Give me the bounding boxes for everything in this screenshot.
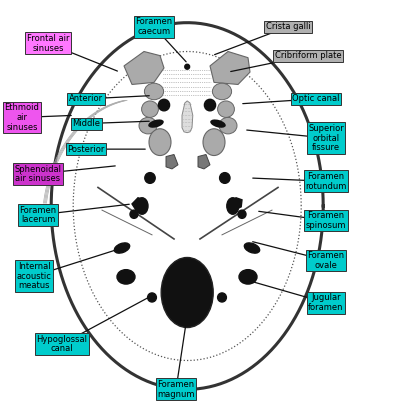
Ellipse shape: [218, 101, 234, 117]
Polygon shape: [124, 52, 164, 84]
Ellipse shape: [244, 243, 260, 253]
Text: Frontal air
sinuses: Frontal air sinuses: [27, 34, 69, 53]
Polygon shape: [230, 198, 242, 210]
Circle shape: [218, 293, 226, 302]
Text: Middle: Middle: [72, 119, 100, 128]
Text: Cribriform plate: Cribriform plate: [275, 51, 341, 60]
Text: Crista galli: Crista galli: [266, 22, 310, 31]
Ellipse shape: [149, 129, 171, 155]
Ellipse shape: [239, 270, 257, 284]
Ellipse shape: [161, 258, 213, 328]
Ellipse shape: [212, 83, 232, 100]
Ellipse shape: [203, 129, 225, 155]
Text: Posterior: Posterior: [67, 145, 105, 154]
Text: Foramen
caecum: Foramen caecum: [136, 17, 172, 36]
Circle shape: [185, 64, 190, 69]
Text: Ethmoid
air
sinuses: Ethmoid air sinuses: [4, 103, 40, 131]
Text: Foramen
spinosum: Foramen spinosum: [306, 211, 346, 230]
Polygon shape: [132, 198, 144, 210]
Ellipse shape: [114, 243, 130, 253]
Ellipse shape: [210, 119, 226, 128]
Text: Foramen
rotundum: Foramen rotundum: [305, 172, 347, 191]
Circle shape: [220, 173, 230, 183]
Polygon shape: [166, 154, 178, 169]
Text: Foramen
magnum: Foramen magnum: [157, 380, 195, 399]
Polygon shape: [51, 23, 323, 389]
Ellipse shape: [136, 198, 148, 214]
Ellipse shape: [227, 198, 239, 214]
Polygon shape: [210, 52, 250, 84]
Circle shape: [204, 99, 216, 111]
Ellipse shape: [142, 101, 158, 117]
Circle shape: [148, 293, 156, 302]
Text: Optic canal: Optic canal: [292, 94, 340, 103]
Ellipse shape: [219, 117, 237, 134]
Ellipse shape: [144, 83, 164, 100]
Ellipse shape: [148, 119, 164, 128]
Text: Sphenoidal
air sinuses: Sphenoidal air sinuses: [14, 164, 62, 183]
Ellipse shape: [139, 117, 157, 134]
Text: Hypoglossal
canal: Hypoglossal canal: [36, 335, 88, 353]
Polygon shape: [182, 101, 193, 133]
Circle shape: [130, 210, 138, 218]
Circle shape: [238, 210, 246, 218]
Polygon shape: [198, 154, 210, 169]
Circle shape: [158, 99, 170, 111]
Text: Foramen
lacerum: Foramen lacerum: [20, 206, 56, 225]
Text: Internal
acoustic
meatus: Internal acoustic meatus: [16, 262, 52, 290]
Text: Superior
orbital
fissure: Superior orbital fissure: [308, 124, 344, 152]
Text: Foramen
ovale: Foramen ovale: [308, 251, 344, 270]
Ellipse shape: [117, 270, 135, 284]
Text: Jugular
foramen: Jugular foramen: [308, 293, 344, 312]
Circle shape: [145, 173, 155, 183]
Text: Anterior: Anterior: [69, 94, 103, 103]
